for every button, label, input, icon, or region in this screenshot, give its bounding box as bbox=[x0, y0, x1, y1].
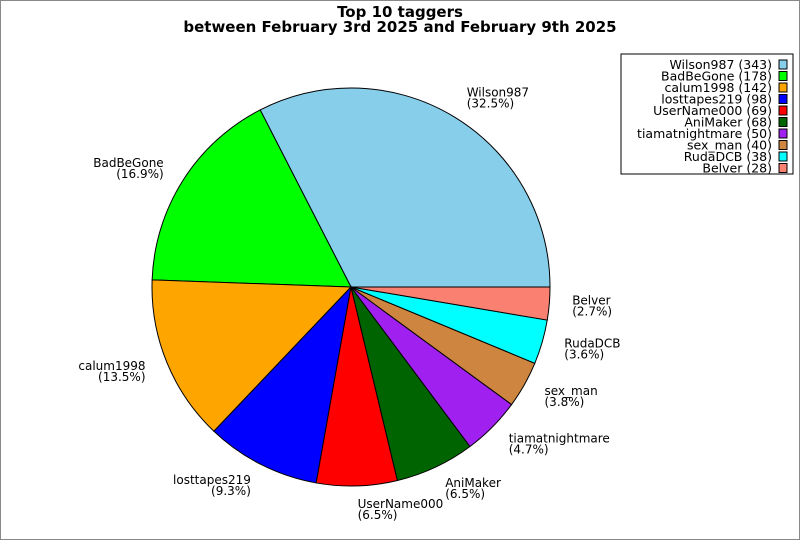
slice-label-name: losttapes219 bbox=[173, 473, 251, 487]
slice-label-name: calum1998 bbox=[78, 359, 145, 373]
chart-title: Top 10 taggers bbox=[337, 3, 463, 21]
legend-entry-label: losttapes219 (98) bbox=[661, 92, 772, 107]
slice-label-percent: (3.8%) bbox=[545, 395, 585, 409]
legend-swatch bbox=[778, 59, 788, 70]
pie-slice-losttapes219 bbox=[213, 285, 352, 484]
legend-entry-label: BadBeGone (178) bbox=[661, 69, 772, 84]
slice-label-percent: (6.5%) bbox=[358, 508, 398, 522]
slice-label-percent: (9.3%) bbox=[211, 484, 251, 498]
legend-entry-label: UserName000 (69) bbox=[653, 103, 772, 118]
legend-swatch bbox=[778, 140, 788, 150]
slice-label-percent: (32.5%) bbox=[467, 97, 514, 111]
slice-label-percent: (13.5%) bbox=[98, 370, 145, 384]
pie-slice-wilson987 bbox=[259, 87, 551, 288]
slice-label-name: UserName000 bbox=[358, 497, 444, 511]
legend-swatch bbox=[778, 94, 788, 104]
slice-label-percent: (3.6%) bbox=[564, 347, 604, 361]
slice-label-name: tiamatnightmare bbox=[509, 431, 610, 445]
legend-swatch bbox=[778, 128, 788, 139]
slice-label-name: Wilson987 bbox=[467, 86, 529, 100]
slice-label-name: Belver bbox=[572, 294, 610, 308]
legend-swatch bbox=[778, 117, 788, 127]
legend-swatch bbox=[778, 82, 788, 93]
slice-label-name: RudaDCB bbox=[564, 336, 620, 350]
legend-entry-label: AniMaker (68) bbox=[684, 115, 772, 130]
legend-entry-label: Wilson987 (343) bbox=[669, 57, 772, 72]
legend-entry-label: sex_man (40) bbox=[687, 138, 772, 153]
legend-entry-label: Belver (28) bbox=[702, 161, 772, 176]
legend-swatch bbox=[778, 151, 788, 162]
pie-slice-calum1998 bbox=[151, 279, 353, 432]
slice-label-percent: (4.7%) bbox=[509, 442, 549, 456]
legend-swatch bbox=[778, 163, 788, 173]
legend-entry-label: calum1998 (142) bbox=[664, 80, 772, 95]
pie-slice-belver bbox=[350, 286, 551, 321]
chart-subtitle: between February 3rd 2025 and February 9… bbox=[183, 18, 616, 36]
legend: Wilson987 (343)BadBeGone (178)calum1998 … bbox=[620, 53, 794, 176]
slice-label-percent: (6.5%) bbox=[445, 487, 485, 501]
legend-box bbox=[620, 53, 794, 175]
slice-label-percent: (2.7%) bbox=[572, 305, 612, 319]
slice-label-name: BadBeGone bbox=[93, 156, 163, 170]
slice-label-name: AniMaker bbox=[445, 476, 501, 490]
slice-label-percent: (16.9%) bbox=[116, 167, 163, 181]
legend-swatch bbox=[778, 71, 788, 81]
slice-label-name: sex_man bbox=[545, 384, 598, 398]
legend-entry-label: RudaDCB (38) bbox=[684, 149, 772, 164]
legend-swatch bbox=[778, 105, 788, 116]
legend-entry-label: tiamatnightmare (50) bbox=[637, 126, 772, 141]
pie-slice-badbegone bbox=[151, 109, 352, 288]
